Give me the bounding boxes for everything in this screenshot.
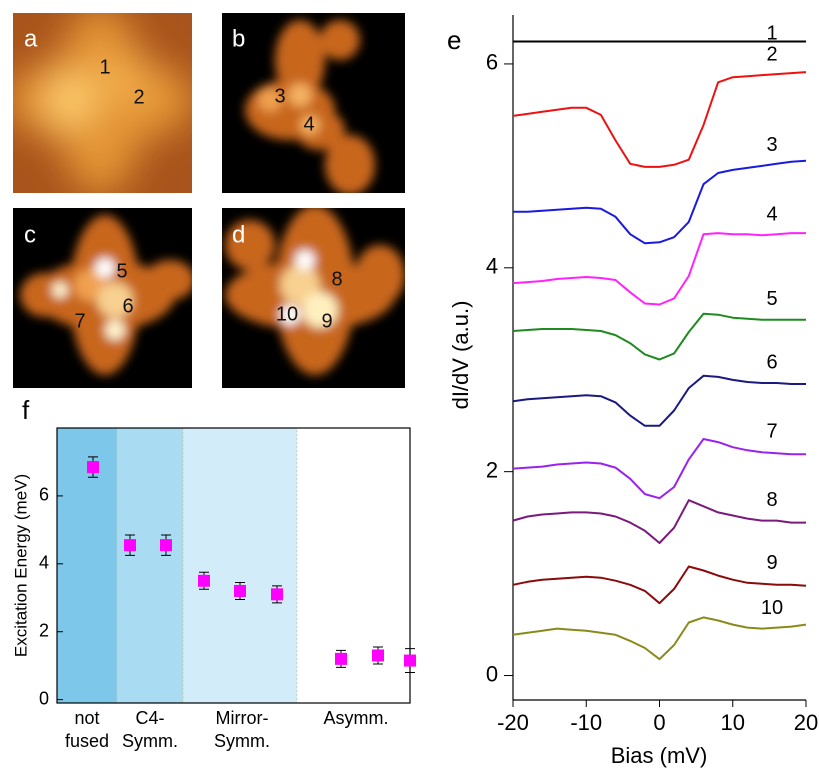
- stm-image-d: [222, 208, 405, 388]
- point: [124, 539, 136, 552]
- category-label: Mirror-: [216, 708, 269, 728]
- category-label: C4-: [135, 708, 164, 728]
- site-label: 3: [274, 85, 285, 107]
- region: [116, 427, 184, 704]
- site-label: 9: [321, 310, 332, 332]
- panel-letter: b: [232, 25, 245, 52]
- site-label: 10: [276, 303, 298, 325]
- y-tick-label: 6: [486, 50, 498, 75]
- spectrum: [512, 232, 806, 306]
- category-label: Asymm.: [324, 708, 389, 728]
- stm-image-a: [13, 13, 192, 193]
- curve-label: 1: [766, 22, 777, 44]
- curve-label: 5: [766, 288, 777, 310]
- curve-label: 6: [766, 351, 777, 373]
- point: [87, 461, 99, 474]
- x-tick-label: 20: [794, 710, 818, 735]
- stm-image-c: [13, 208, 192, 388]
- curve-label: 9: [766, 552, 777, 574]
- x-tick-label: -10: [570, 710, 602, 735]
- point: [234, 584, 246, 597]
- x-tick-label: 0: [653, 710, 665, 735]
- panel-letter: c: [24, 221, 36, 248]
- y-tick-label: 0: [486, 661, 498, 686]
- curve-label: 3: [766, 134, 777, 156]
- panel-label: e: [447, 25, 461, 55]
- site-label: 1: [99, 56, 110, 78]
- category-label: fused: [65, 731, 109, 751]
- y-tick-label: 6: [39, 485, 49, 505]
- panel-letter: a: [24, 25, 38, 52]
- y-axis-label: dI/dV (a.u.): [448, 301, 473, 410]
- spectrum: [513, 159, 807, 245]
- category-label: Symm.: [214, 731, 270, 751]
- plot-frame: [56, 427, 411, 704]
- site-label: 8: [331, 268, 342, 290]
- spectrum: [512, 312, 806, 361]
- y-tick-label: 0: [39, 688, 49, 708]
- curve-label: 8: [766, 489, 777, 511]
- panel-label: f: [22, 395, 30, 425]
- point: [372, 649, 384, 662]
- y-tick-label: 4: [39, 553, 49, 573]
- curve-label: 7: [766, 421, 777, 443]
- region: [296, 427, 411, 704]
- point: [160, 539, 172, 552]
- stm-image-b: [222, 13, 405, 193]
- y-tick-label: 2: [39, 620, 49, 640]
- spectrum: [512, 499, 806, 544]
- site-label: 6: [122, 295, 133, 317]
- point: [198, 574, 210, 587]
- y-tick-label: 2: [486, 457, 498, 482]
- x-tick-label: -20: [497, 710, 529, 735]
- x-tick-label: 10: [721, 710, 745, 735]
- point: [271, 588, 283, 601]
- spectrum: [512, 438, 806, 500]
- y-tick-label: 4: [486, 254, 498, 279]
- spectrum: [512, 374, 806, 427]
- point: [404, 654, 416, 667]
- region: [182, 427, 298, 704]
- site-label: 7: [74, 310, 85, 332]
- site-label: 4: [303, 113, 314, 135]
- category-label: not: [74, 708, 99, 728]
- spectrum: [512, 565, 807, 605]
- point: [335, 652, 347, 665]
- spectrum: [512, 616, 807, 661]
- panel-letter: d: [232, 221, 245, 248]
- category-label: Symm.: [122, 731, 178, 751]
- site-label: 2: [133, 86, 144, 108]
- y-axis-label: Excitation Energy (meV): [11, 474, 30, 657]
- spectrum: [512, 71, 807, 168]
- curve-label: 2: [766, 43, 777, 65]
- curve-label: 10: [761, 597, 783, 619]
- x-axis-label: Bias (mV): [611, 743, 708, 768]
- site-label: 5: [116, 260, 127, 282]
- curve-label: 4: [766, 203, 777, 225]
